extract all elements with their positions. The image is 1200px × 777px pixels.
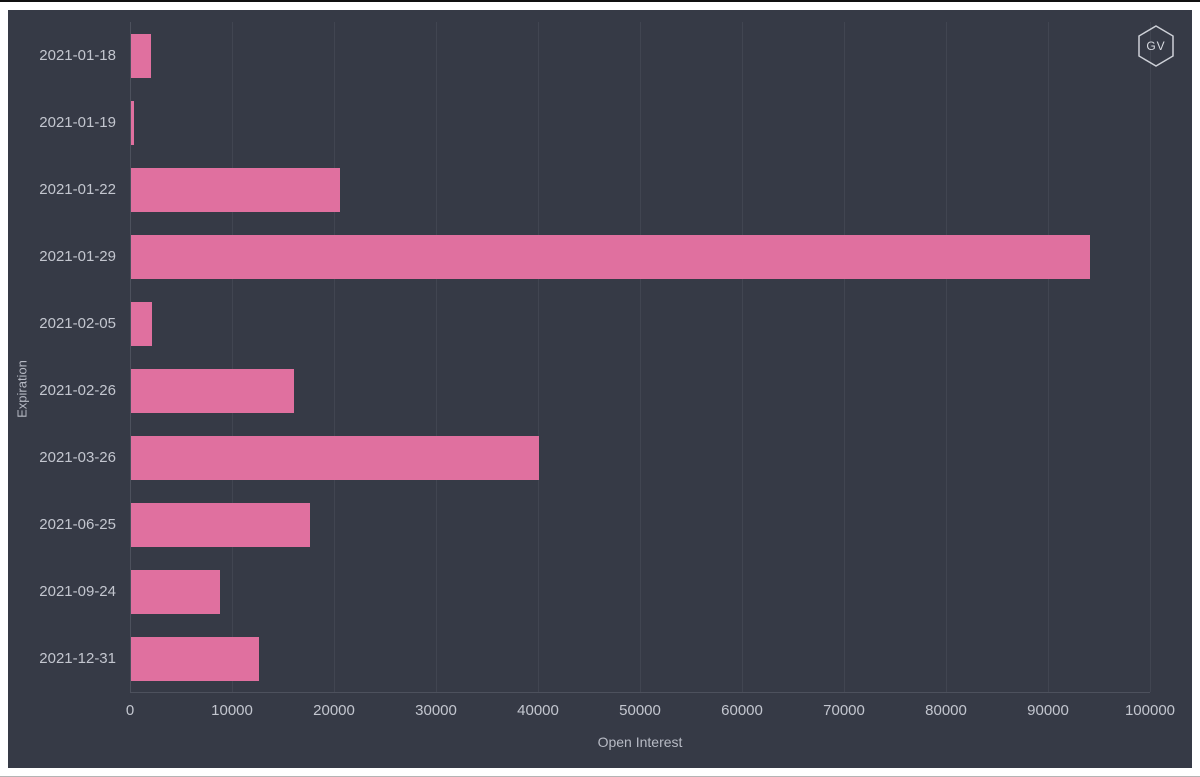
y-tick-label: 2021-12-31	[39, 649, 116, 667]
x-tick-label: 80000	[925, 702, 967, 719]
gridline	[742, 22, 743, 692]
x-tick-label: 90000	[1027, 702, 1069, 719]
y-tick-label: 2021-02-05	[39, 314, 116, 332]
labels-layer: 0 10000 20000 30000 40000 50000 60000 70000 8000…	[8, 10, 1192, 768]
gv-logo: GV	[1136, 24, 1176, 68]
bars-layer	[8, 10, 1192, 768]
x-tick-label: 40000	[517, 702, 559, 719]
gridline	[334, 22, 335, 692]
bar-2021-03-26[interactable]	[131, 435, 539, 480]
y-tick-label: 2021-01-29	[39, 247, 116, 265]
logo-text: GV	[1146, 39, 1166, 53]
y-tick-label: 2021-02-26	[39, 381, 116, 399]
gridline	[946, 22, 947, 692]
x-tick-label: 100000	[1124, 702, 1176, 719]
bar-2021-01-22[interactable]	[131, 167, 341, 212]
bar-2021-09-24[interactable]	[131, 569, 220, 614]
bar-2021-02-05[interactable]	[131, 301, 153, 346]
y-tick-label: 2021-06-25	[39, 515, 116, 533]
gridline	[538, 22, 539, 692]
gridline	[1048, 22, 1049, 692]
gridline	[232, 22, 233, 692]
bar-2021-01-18[interactable]	[131, 33, 152, 78]
x-tick-label: 20000	[313, 702, 355, 719]
bar-2021-02-26[interactable]	[131, 368, 295, 413]
x-tick-label: 60000	[721, 702, 763, 719]
y-tick-label: 2021-01-19	[39, 113, 116, 131]
grid-layer	[8, 10, 1192, 768]
x-tick-label: 0	[125, 702, 135, 719]
hexagon-outline	[1138, 25, 1174, 67]
gridline	[130, 22, 131, 692]
x-axis-title: Open Interest	[597, 734, 683, 750]
hexagon-icon	[1138, 25, 1174, 67]
chart-panel: 0 10000 20000 30000 40000 50000 60000 70000 8000…	[8, 10, 1192, 768]
gridline	[640, 22, 641, 692]
bar-2021-01-29[interactable]	[131, 234, 1090, 279]
gridline	[1150, 22, 1151, 692]
x-tick-label: 70000	[823, 702, 865, 719]
x-tick-label: 30000	[415, 702, 457, 719]
bar-2021-06-25[interactable]	[131, 502, 310, 547]
y-tick-label: 2021-09-24	[39, 582, 116, 600]
gridline	[436, 22, 437, 692]
y-tick-label: 2021-01-22	[39, 180, 116, 198]
bar-2021-01-19[interactable]	[131, 100, 135, 145]
y-tick-label: 2021-03-26	[39, 448, 116, 466]
x-tick-label: 10000	[211, 702, 253, 719]
x-axis-line	[130, 692, 1150, 693]
x-tick-label: 50000	[619, 702, 661, 719]
bar-2021-12-31[interactable]	[131, 636, 259, 681]
y-axis-title: Expiration	[14, 360, 30, 418]
gridline	[844, 22, 845, 692]
y-tick-label: 2021-01-18	[39, 46, 116, 64]
